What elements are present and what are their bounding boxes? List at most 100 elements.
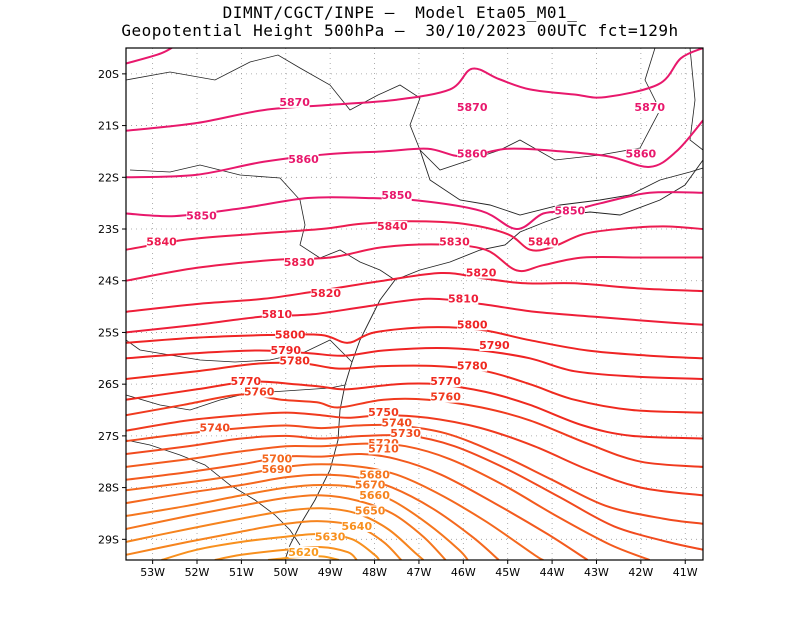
contour-label: 5870	[279, 96, 310, 109]
contour-label-bg	[368, 407, 399, 419]
lat-tick-label: 22S	[98, 171, 119, 184]
contour-label-bg	[479, 339, 510, 351]
contour-label: 5860	[457, 148, 488, 161]
contour-line	[126, 434, 703, 551]
contour-label: 5810	[448, 292, 479, 305]
contour-line	[126, 48, 703, 132]
contour-label-bg	[554, 205, 585, 217]
contour-label-bg	[457, 148, 488, 160]
lat-tick-label: 25S	[98, 326, 119, 339]
contour-label-bg	[359, 469, 390, 481]
lon-tick-label: 44W	[540, 566, 565, 579]
contour-label: 5770	[430, 375, 461, 388]
contour-labels: 5870 5870 5870 5860 5860 5860 5850 5850 5850 5840…	[146, 96, 665, 559]
contour-label: 5740	[199, 422, 230, 435]
contour-label: 5730	[390, 427, 421, 440]
lon-tick-label: 50W	[273, 566, 298, 579]
contour-label-bg	[466, 267, 497, 279]
contour-label: 5820	[310, 287, 341, 300]
contour-label: 5870	[634, 101, 665, 114]
contour-label-bg	[341, 520, 372, 532]
contour-line	[126, 326, 703, 360]
lat-tick-label: 23S	[98, 223, 119, 236]
contour-label: 5800	[275, 329, 306, 342]
contour-label: 5660	[359, 489, 390, 502]
contour-label: 5770	[231, 375, 262, 388]
contour-label: 5670	[355, 479, 386, 492]
lon-tick-label: 41W	[673, 566, 698, 579]
lon-tick-label: 52W	[185, 566, 210, 579]
contour-line	[126, 271, 703, 313]
contour-label-bg	[439, 236, 470, 248]
contour-label: 5780	[457, 360, 488, 373]
contour-label: 5850	[381, 189, 412, 202]
map-frame	[125, 47, 704, 561]
contour-line	[126, 361, 703, 414]
lon-tick-label: 53W	[140, 566, 165, 579]
contour-line	[126, 520, 402, 560]
contour-label-bg	[288, 153, 319, 165]
contour-label-bg	[457, 319, 488, 331]
lon-tick-label: 48W	[362, 566, 387, 579]
contour-label-bg	[261, 464, 292, 476]
contour-label: 5850	[186, 210, 217, 223]
contour-label-bg	[430, 376, 461, 388]
contour-label-bg	[279, 355, 310, 367]
lon-tick-label: 45W	[495, 566, 520, 579]
contour-label: 5740	[381, 417, 412, 430]
contour-label-bg	[199, 422, 230, 434]
contour-line	[126, 48, 174, 65]
contour-line	[126, 220, 703, 252]
contour-label-bg	[284, 257, 315, 269]
contour-label: 5650	[355, 504, 386, 517]
contour-label: 5640	[341, 520, 372, 533]
contour-label: 5840	[528, 236, 559, 249]
contour-label-bg	[270, 345, 301, 357]
contour-label-bg	[634, 102, 665, 114]
contour-line	[126, 463, 544, 560]
contour-line	[126, 494, 447, 560]
contour-label: 5840	[377, 220, 408, 233]
contour-label: 5680	[359, 468, 390, 481]
contour-label: 5710	[368, 442, 399, 455]
contour-line	[126, 452, 589, 560]
contour-label-bg	[261, 308, 292, 320]
lat-tick-label: 26S	[98, 378, 119, 391]
height-contours	[126, 48, 703, 560]
contour-label: 5830	[284, 256, 315, 269]
lat-tick-label: 28S	[98, 482, 119, 495]
axis-ticks: 20S 21S 22S 23S 24S 25S 26S 27S 28S 29S 53W 52W 51W 5…	[98, 68, 698, 579]
contour-label-bg	[381, 417, 412, 429]
contour-label-bg	[279, 96, 310, 108]
contour-label: 5700	[262, 453, 293, 466]
contour-line	[126, 191, 703, 231]
lon-tick-label: 47W	[407, 566, 432, 579]
contour-label: 5800	[457, 318, 488, 331]
contour-label: 5760	[430, 391, 461, 404]
lat-tick-label: 29S	[98, 533, 119, 546]
lon-tick-label: 46W	[451, 566, 476, 579]
contour-label-bg	[448, 293, 479, 305]
contour-line	[126, 484, 469, 560]
lat-tick-label: 21S	[98, 120, 119, 133]
title-line-2: Geopotential Height 500hPa – 30/10/2023 …	[121, 21, 679, 40]
contour-label-bg	[625, 148, 656, 160]
contour-label: 5750	[368, 406, 399, 419]
contour-label-bg	[368, 443, 399, 455]
contour-label-bg	[230, 376, 261, 388]
contour-label-bg	[457, 360, 488, 372]
lat-lon-grid	[126, 48, 703, 560]
contour-label: 5630	[315, 530, 346, 543]
contour-label: 5790	[270, 344, 301, 357]
contour-label: 5860	[288, 153, 319, 166]
contour-label-bg	[261, 453, 292, 465]
contour-label-bg	[377, 221, 408, 233]
coastline-and-borders	[126, 48, 703, 560]
contour-label: 5840	[146, 236, 177, 249]
contour-label: 5850	[555, 204, 586, 217]
contour-label-bg	[315, 531, 346, 543]
lon-tick-label: 42W	[628, 566, 653, 579]
contour-label: 5780	[279, 354, 310, 367]
contour-label-bg	[288, 546, 319, 558]
